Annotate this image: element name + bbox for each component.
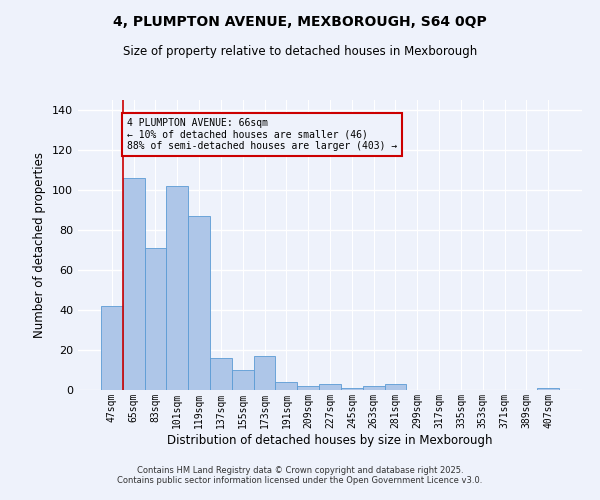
Y-axis label: Number of detached properties: Number of detached properties [34, 152, 46, 338]
Text: 4, PLUMPTON AVENUE, MEXBOROUGH, S64 0QP: 4, PLUMPTON AVENUE, MEXBOROUGH, S64 0QP [113, 15, 487, 29]
Bar [166, 186, 188, 390]
Bar [319, 384, 341, 390]
Bar [341, 388, 363, 390]
Bar [385, 384, 406, 390]
Bar [297, 386, 319, 390]
Bar [254, 356, 275, 390]
Text: Size of property relative to detached houses in Mexborough: Size of property relative to detached ho… [123, 45, 477, 58]
Bar [101, 306, 123, 390]
X-axis label: Distribution of detached houses by size in Mexborough: Distribution of detached houses by size … [167, 434, 493, 446]
Text: 4 PLUMPTON AVENUE: 66sqm
← 10% of detached houses are smaller (46)
88% of semi-d: 4 PLUMPTON AVENUE: 66sqm ← 10% of detach… [127, 118, 397, 151]
Bar [123, 178, 145, 390]
Bar [537, 388, 559, 390]
Text: Contains HM Land Registry data © Crown copyright and database right 2025.
Contai: Contains HM Land Registry data © Crown c… [118, 466, 482, 485]
Bar [275, 382, 297, 390]
Bar [232, 370, 254, 390]
Bar [188, 216, 210, 390]
Bar [363, 386, 385, 390]
Bar [210, 358, 232, 390]
Bar [145, 248, 166, 390]
